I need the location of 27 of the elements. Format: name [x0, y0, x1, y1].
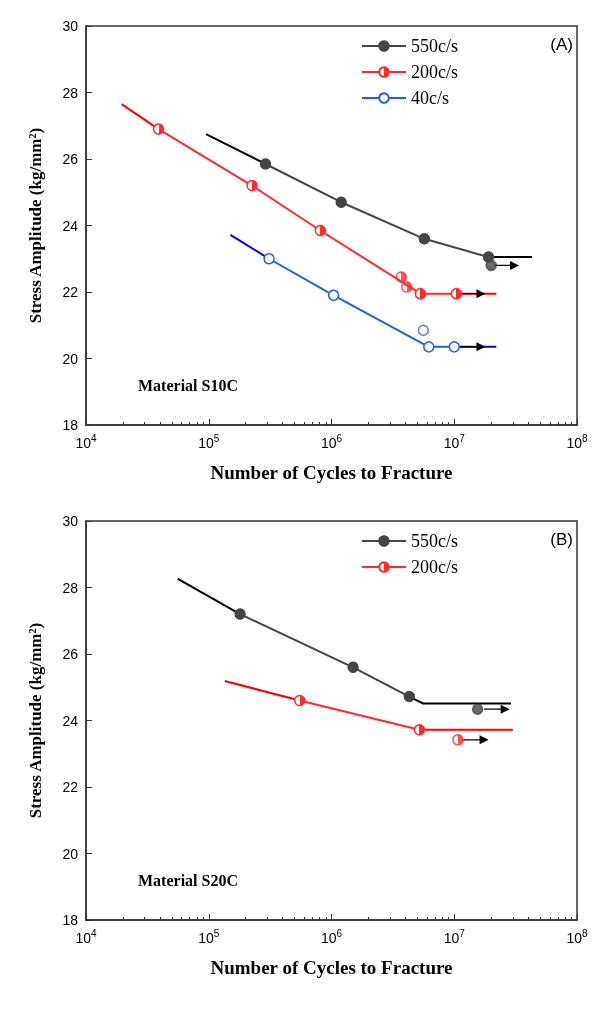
y-tick-label: 30: [62, 513, 79, 529]
x-axis-title: Number of Cycles to Fracture: [210, 462, 453, 483]
y-tick-label: 24: [62, 712, 79, 729]
legend-label: 40c/s: [411, 88, 449, 108]
annotation: Material S20C: [138, 871, 238, 889]
legend-label: 550c/s: [411, 531, 458, 551]
y-tick-label: 28: [62, 579, 79, 596]
y-tick-label: 20: [62, 845, 79, 862]
annotation: (B): [550, 530, 574, 549]
legend-label: 550c/s: [411, 36, 458, 56]
y-tick-label: 22: [62, 284, 79, 300]
annotation: Material S10C: [138, 376, 238, 394]
x-axis-title: Number of Cycles to Fracture: [210, 957, 453, 978]
y-axis-title: Stress Amplitude (kg/mm²): [26, 127, 45, 324]
y-tick-label: 18: [62, 417, 79, 433]
y-tick-label: 20: [62, 350, 79, 367]
y-tick-label: 28: [62, 84, 79, 101]
legend-label: 200c/s: [411, 557, 458, 577]
annotation: (A): [550, 35, 574, 54]
y-tick-label: 24: [62, 217, 79, 234]
y-tick-label: 22: [62, 779, 79, 795]
y-tick-label: 26: [62, 151, 79, 167]
y-tick-label: 18: [62, 912, 79, 928]
y-tick-label: 30: [62, 18, 79, 34]
legend-label: 200c/s: [411, 62, 458, 82]
y-axis-title: Stress Amplitude (kg/mm²): [26, 622, 45, 819]
y-tick-label: 26: [62, 646, 79, 662]
